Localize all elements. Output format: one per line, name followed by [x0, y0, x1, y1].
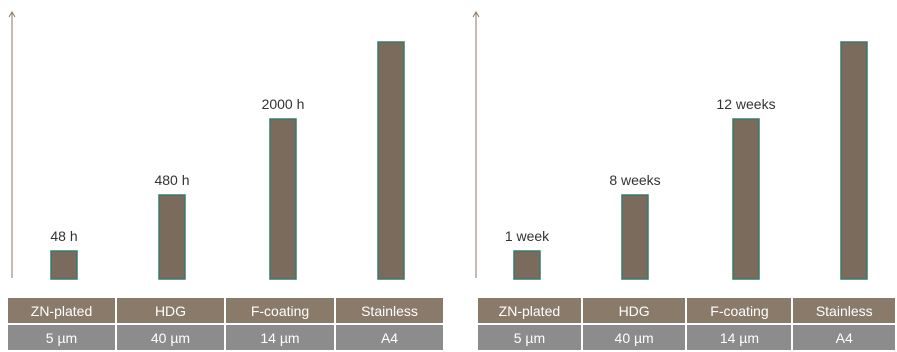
data-label: 480 h	[154, 172, 189, 188]
table-cell-name: Stainless	[793, 298, 895, 323]
chart-left-plot: 48 h 480 h 2000 h	[8, 11, 405, 280]
table-row-thickness: 5 µm 40 µm 14 µm A4	[478, 325, 895, 350]
table-cell-thickness: A4	[793, 325, 895, 350]
data-label: 48 h	[50, 228, 77, 244]
data-label: 8 weeks	[609, 172, 660, 188]
table-cell-thickness: A4	[336, 325, 443, 350]
bar	[377, 41, 405, 280]
table-cell-thickness: 40 µm	[582, 325, 686, 350]
table-cell-name: F-coating	[226, 298, 334, 323]
bar	[840, 41, 868, 280]
chart-left-table: ZN-plated HDG F-coating Stainless 5 µm 4…	[6, 296, 445, 352]
table-cell-thickness: 5 µm	[478, 325, 581, 350]
chart-right-plot: 1 week 8 weeks 12 weeks	[472, 11, 868, 280]
chart-right: 1 week 8 weeks 12 weeks ZN-plated HDG F-co…	[468, 0, 897, 352]
table-row-names: ZN-plated HDG F-coating Stainless	[478, 298, 895, 323]
bar	[269, 118, 297, 280]
chart-left: 48 h 480 h 2000 h ZN-plated HDG F-coating …	[6, 11, 445, 352]
bar	[513, 250, 541, 280]
table-row-thickness: 5 µm 40 µm 14 µm A4	[8, 325, 443, 350]
data-label: 12 weeks	[716, 96, 775, 112]
table-cell-name: HDG	[117, 298, 224, 323]
table-cell-thickness: 14 µm	[226, 325, 334, 350]
bar	[621, 194, 649, 280]
table-cell-name: ZN-plated	[8, 298, 115, 323]
table-cell-thickness: 14 µm	[687, 325, 792, 350]
table-cell-name: ZN-plated	[478, 298, 581, 323]
bar	[732, 118, 760, 280]
table-cell-name: HDG	[582, 298, 686, 323]
table-cell-thickness: 5 µm	[8, 325, 115, 350]
y-axis-arrow-icon	[472, 11, 480, 18]
data-label: 2000 h	[262, 96, 305, 112]
chart-right-table: ZN-plated HDG F-coating Stainless 5 µm 4…	[476, 296, 897, 352]
y-axis-arrow-icon	[8, 11, 16, 18]
table-cell-thickness: 40 µm	[117, 325, 224, 350]
table-cell-name: Stainless	[336, 298, 443, 323]
data-label: 1 week	[505, 228, 550, 244]
table-cell-name: F-coating	[687, 298, 792, 323]
table-row-names: ZN-plated HDG F-coating Stainless	[8, 298, 443, 323]
bar	[50, 250, 78, 280]
bar	[158, 194, 186, 280]
